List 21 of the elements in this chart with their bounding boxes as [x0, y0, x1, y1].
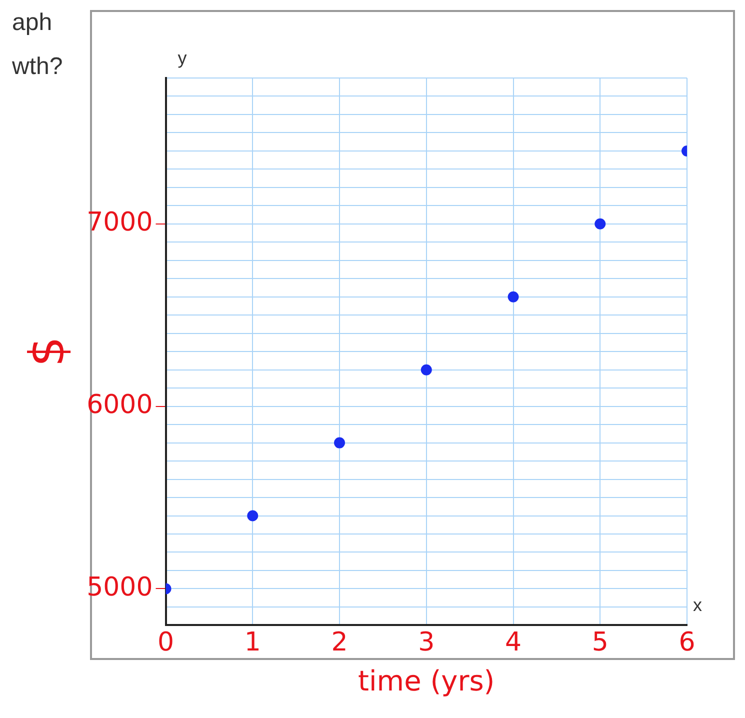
text: y — [178, 48, 187, 68]
text: x — [693, 595, 702, 616]
x-tick-label: 0 — [157, 628, 174, 658]
y-axis-title: $ — [19, 336, 76, 367]
point — [420, 364, 432, 376]
y-tick-label: 7000 — [86, 208, 153, 238]
text: wth? — [11, 53, 63, 80]
point — [508, 291, 519, 302]
point — [594, 218, 606, 230]
x-tick-label: 5 — [592, 628, 608, 658]
y-tick-label: 5000 — [86, 572, 153, 602]
x-tick-label: 3 — [418, 628, 435, 658]
point — [334, 437, 346, 448]
point — [247, 510, 258, 522]
x-tick-label: 2 — [331, 628, 348, 658]
x-axis-title: time (yrs) — [358, 664, 495, 698]
x-tick-label: 4 — [504, 628, 522, 658]
y-tick-label: 6000 — [86, 390, 153, 420]
text: aph — [12, 9, 52, 36]
x-tick-label: 1 — [244, 628, 261, 658]
x-tick-label: 6 — [678, 628, 696, 658]
